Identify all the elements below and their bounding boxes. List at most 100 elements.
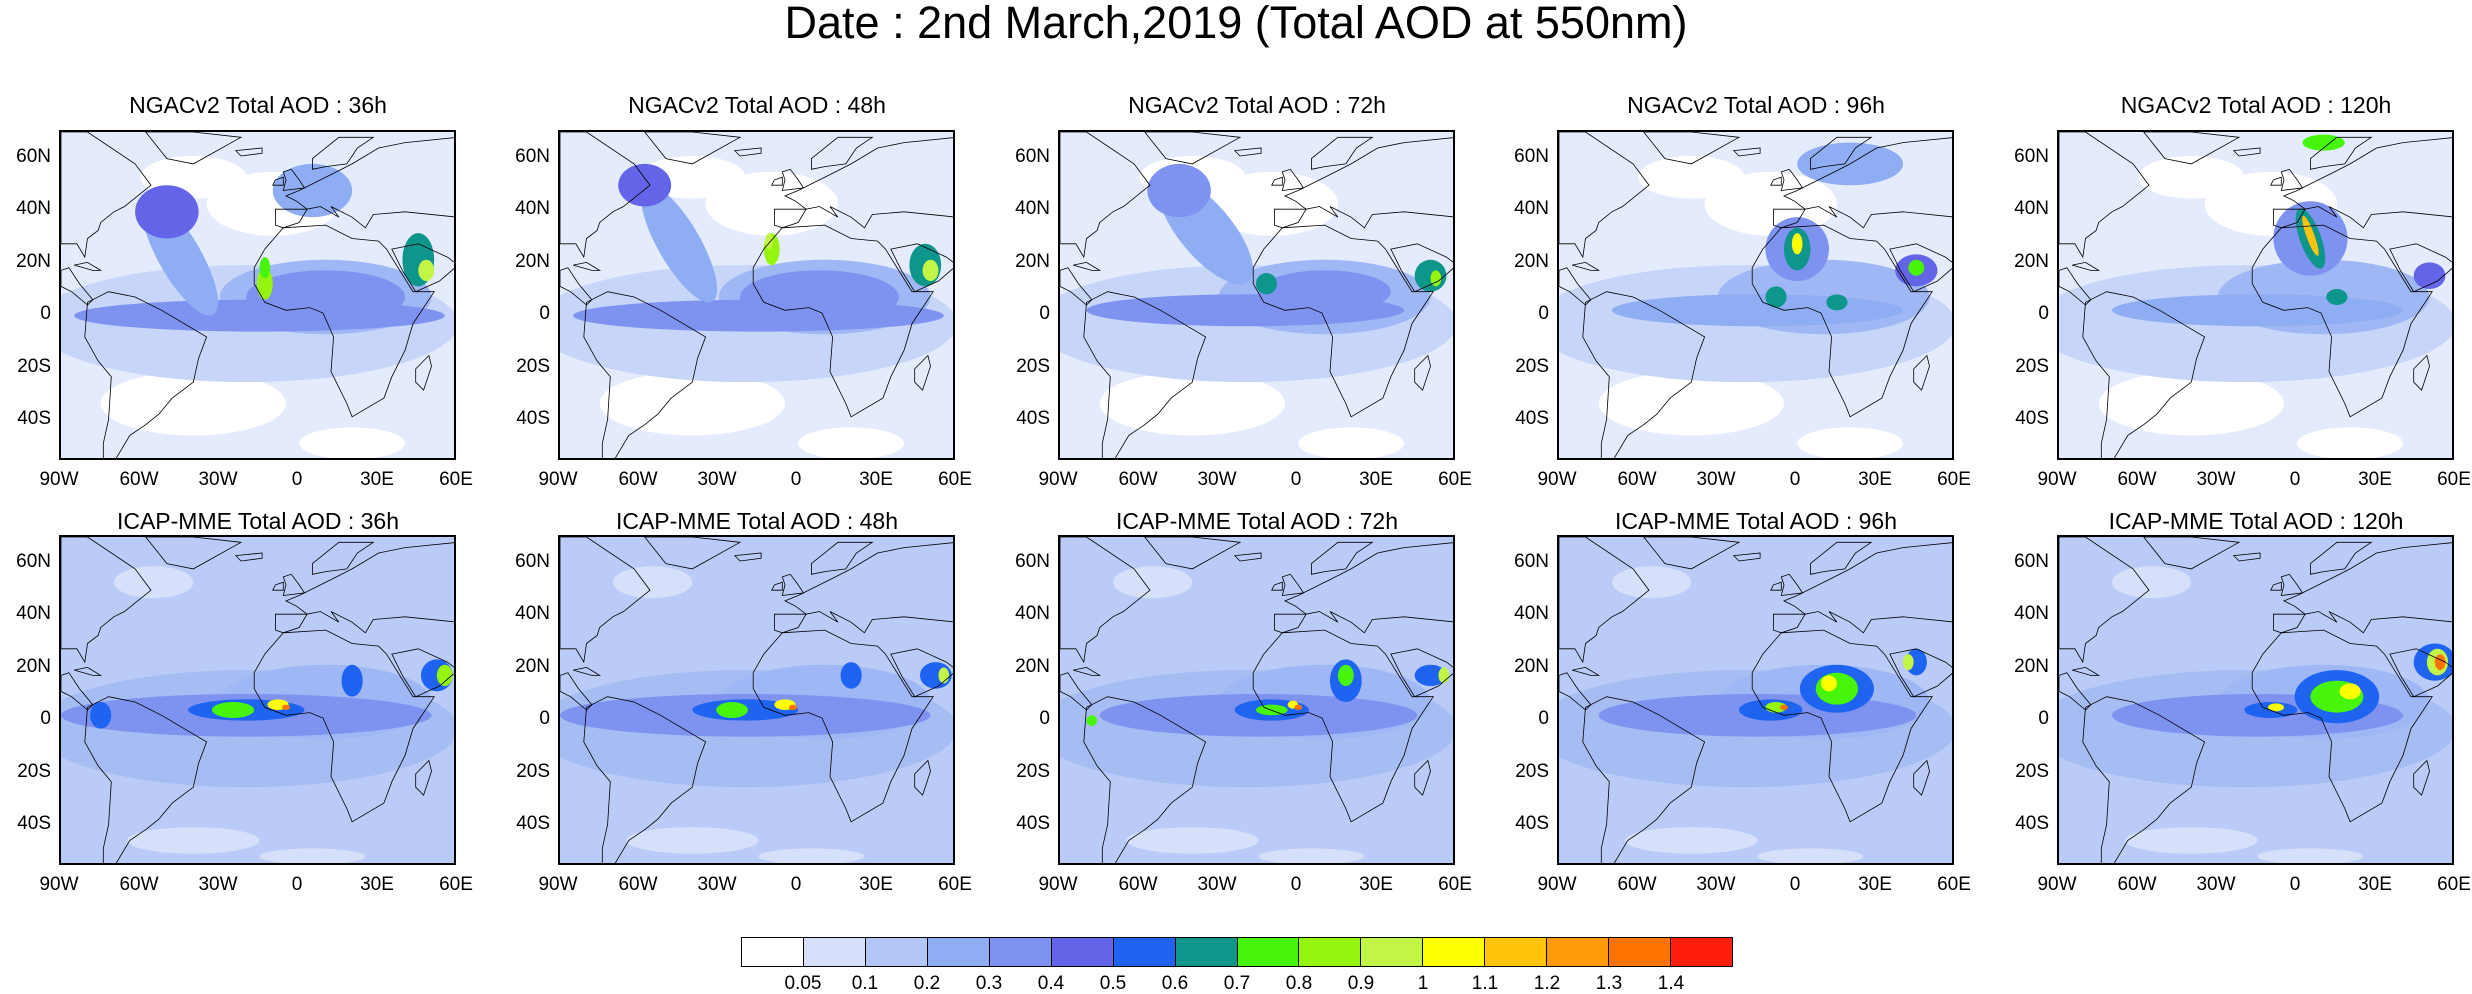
lon-tick-label: 30W: [198, 874, 238, 895]
lon-tick-label: 90W: [538, 469, 578, 490]
coastline-south-america: [1582, 291, 1706, 458]
aod-region: [299, 427, 406, 458]
colorbar-tick-label: 1.3: [1595, 973, 1623, 994]
coastline-central-america: [61, 672, 94, 711]
coastline-iberia: [2273, 613, 2306, 634]
coastline-ireland: [2270, 176, 2282, 186]
lat-tick-label: 40S: [17, 408, 51, 429]
lat-tick-label: 60N: [1514, 146, 1549, 167]
aod-region: [1294, 704, 1303, 710]
coastline-great-britain: [781, 573, 805, 596]
aod-region: [2413, 262, 2446, 290]
coastline-great-britain: [282, 573, 306, 596]
coastline-africa: [1252, 224, 1434, 418]
lon-tick-label: 30E: [360, 874, 394, 895]
coastline-africa: [2251, 224, 2433, 418]
aod-region: [259, 848, 366, 863]
aod-region: [840, 662, 862, 689]
colorbar-tick-label: 0.2: [913, 973, 941, 994]
coastline-iceland: [1233, 552, 1262, 562]
map-canvas: [560, 537, 953, 863]
lon-tick-label: 0: [1290, 874, 1302, 895]
lon-tick-label: 60W: [119, 469, 159, 490]
coastline-scandinavia: [2310, 136, 2373, 170]
aod-region: [626, 827, 759, 854]
panel-title: ICAP-MME Total AOD : 96h: [1614, 508, 1898, 534]
coastline-central-america: [560, 267, 593, 306]
coastline-madagascar: [415, 354, 432, 391]
coastline-iberia: [275, 208, 308, 229]
coastline-great-britain: [2280, 168, 2304, 191]
aod-region: [1611, 566, 1692, 599]
aod-region: [2098, 371, 2284, 436]
aod-region: [1903, 654, 1914, 671]
coastline-africa: [2251, 629, 2433, 823]
coastline-madagascar: [1913, 759, 1930, 796]
lat-tick-label: 0: [539, 303, 550, 324]
lon-tick-label: 30W: [1197, 874, 1237, 895]
coastline-arabia: [2389, 648, 2452, 698]
aod-region: [1337, 664, 1354, 687]
lat-tick-label: 20S: [1515, 761, 1549, 782]
aod-region: [2326, 289, 2348, 305]
aod-region: [1765, 286, 1787, 308]
lat-tick-label: 20N: [1015, 656, 1050, 677]
aod-region: [2257, 848, 2364, 863]
coastline-north-america: [1060, 537, 1151, 664]
aod-region: [1638, 155, 1745, 199]
lon-tick-label: 0: [1290, 469, 1302, 490]
colorbar-tick-label: 0.05: [784, 973, 822, 994]
coastline-cuba: [1572, 261, 1601, 271]
coastline-south-america: [1582, 696, 1706, 863]
coastline-south-america: [2082, 696, 2206, 863]
coastline-central-america: [2059, 672, 2092, 711]
map-canvas: [61, 132, 454, 458]
lon-tick-label: 0: [1789, 874, 1801, 895]
lon-tick-label: 30E: [1359, 874, 1393, 895]
lat-tick-label: 20S: [1515, 356, 1549, 377]
lon-tick-label: 0: [1789, 469, 1801, 490]
panel-title: ICAP-MME Total AOD : 36h: [116, 508, 400, 534]
coastline-scandinavia: [312, 136, 375, 170]
coastline-ireland: [1271, 581, 1283, 591]
lon-tick-label: 30W: [697, 874, 737, 895]
colorbar-swatch: [1485, 938, 1548, 966]
colorbar-tick-label: 1: [1417, 973, 1429, 994]
coastline-europe: [2283, 542, 2452, 634]
aod-region: [798, 427, 905, 458]
coastline-south-america: [84, 696, 208, 863]
aod-region: [716, 702, 748, 718]
coastline-iberia: [275, 613, 308, 634]
colorbar-swatch: [803, 938, 866, 966]
aod-region: [599, 371, 785, 436]
panel-title: NGACv2 Total AOD : 72h: [1128, 92, 1386, 118]
coastline-ireland: [272, 581, 284, 591]
lat-tick-label: 20S: [17, 761, 51, 782]
colorbar-tick-label: 0.4: [1037, 973, 1065, 994]
coastline-arabia: [1390, 243, 1453, 293]
map-canvas: [1060, 132, 1453, 458]
lat-tick-label: 20S: [516, 356, 550, 377]
coastline-madagascar: [914, 759, 931, 796]
lat-tick-label: 20S: [1016, 761, 1050, 782]
lon-tick-label: 30W: [697, 469, 737, 490]
coastline-europe: [784, 542, 953, 634]
coastline-africa: [253, 224, 435, 418]
coastline-iberia: [1773, 208, 1806, 229]
figure-title: Date : 2nd March,2019 (Total AOD at 550n…: [784, 0, 1688, 48]
coastline-scandinavia: [811, 541, 874, 575]
coastline-north-america: [1559, 132, 1650, 259]
coastline-scandinavia: [1311, 136, 1374, 170]
lat-tick-label: 0: [1538, 303, 1549, 324]
lon-tick-label: 30E: [360, 469, 394, 490]
lat-tick-label: 40N: [16, 603, 51, 624]
coastline-iberia: [774, 208, 807, 229]
coastline-south-america: [2082, 291, 2206, 458]
lat-tick-label: 20N: [515, 251, 550, 272]
aod-region: [2302, 215, 2319, 256]
aod-region: [341, 664, 363, 697]
aod-region: [1625, 827, 1758, 854]
coastline-great-britain: [2280, 573, 2304, 596]
colorbar-tick-label: 1.1: [1471, 973, 1499, 994]
colorbar-swatch: [1361, 938, 1424, 966]
